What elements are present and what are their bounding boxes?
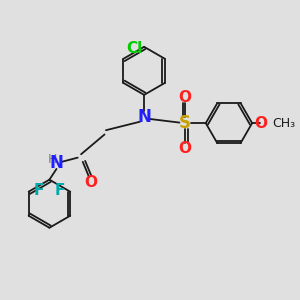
Text: O: O: [178, 141, 192, 156]
Text: O: O: [254, 116, 267, 130]
Text: S: S: [179, 114, 191, 132]
Text: H: H: [48, 153, 57, 166]
Text: O: O: [84, 175, 97, 190]
Text: O: O: [178, 90, 192, 105]
Text: N: N: [137, 109, 151, 127]
Text: CH₃: CH₃: [272, 117, 296, 130]
Text: F: F: [55, 183, 65, 198]
Text: F: F: [34, 183, 44, 198]
Text: Cl: Cl: [127, 41, 143, 56]
Text: N: N: [50, 154, 63, 172]
